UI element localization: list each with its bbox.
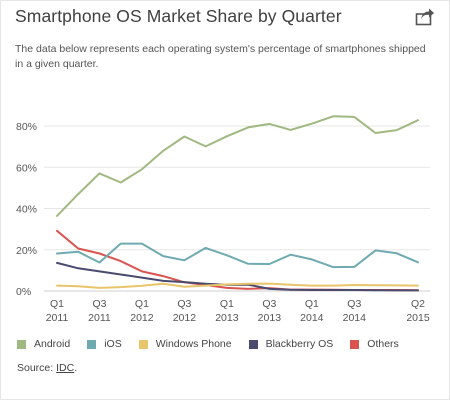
legend-item: Others bbox=[350, 338, 399, 350]
x-tick-label: Q2 bbox=[411, 298, 425, 310]
legend-label: Others bbox=[367, 338, 399, 350]
legend-item: Android bbox=[17, 338, 70, 350]
x-tick-label: Q1 bbox=[220, 298, 234, 310]
x-tick-label: Q3 bbox=[92, 298, 106, 310]
legend-item: Windows Phone bbox=[138, 338, 232, 350]
legend-swatch bbox=[138, 339, 148, 349]
source-link[interactable]: IDC bbox=[56, 362, 75, 374]
x-tick-label: 2013 bbox=[258, 312, 282, 324]
source-line: Source: IDC. bbox=[17, 362, 77, 374]
chart-description: The data below represents each operating… bbox=[15, 43, 426, 70]
legend-item: Blackberry OS bbox=[248, 338, 334, 350]
y-tick-label: 80% bbox=[16, 121, 37, 133]
legend-label: Android bbox=[34, 338, 71, 350]
chart-legend: Android iOS Windows Phone Blackberry OS Othe… bbox=[17, 338, 416, 350]
legend-label: iOS bbox=[104, 338, 122, 350]
share-icon[interactable] bbox=[415, 8, 435, 26]
series-line-ios bbox=[56, 242, 419, 269]
legend-label: Blackberry OS bbox=[265, 338, 334, 350]
series-line-windows-phone bbox=[56, 282, 419, 289]
legend-label: Windows Phone bbox=[155, 338, 232, 350]
x-tick-label: 2013 bbox=[215, 312, 239, 324]
series-line-blackberry-os bbox=[56, 261, 419, 292]
legend-swatch bbox=[87, 339, 97, 349]
y-tick-label: 60% bbox=[16, 162, 37, 174]
x-tick-label: Q3 bbox=[347, 298, 361, 310]
y-tick-label: 40% bbox=[16, 204, 37, 216]
y-tick-label: 20% bbox=[16, 245, 37, 257]
x-tick-label: Q1 bbox=[50, 298, 64, 310]
chart-title: Smartphone OS Market Share by Quarter bbox=[15, 6, 342, 26]
x-tick-label: Q3 bbox=[177, 298, 191, 310]
y-tick-label: 0% bbox=[16, 286, 31, 298]
series-line-android bbox=[56, 115, 419, 217]
x-tick-label: Q1 bbox=[305, 298, 319, 310]
x-tick-label: Q3 bbox=[262, 298, 276, 310]
x-tick-label: 2011 bbox=[88, 312, 111, 324]
legend-item: iOS bbox=[87, 338, 122, 350]
source-suffix: . bbox=[74, 362, 78, 374]
x-tick-label: 2014 bbox=[300, 312, 324, 324]
legend-swatch bbox=[248, 339, 258, 349]
x-tick-label: 2011 bbox=[46, 312, 69, 324]
x-tick-label: Q1 bbox=[135, 298, 149, 310]
x-tick-label: 2012 bbox=[173, 312, 197, 324]
x-tick-label: 2014 bbox=[343, 312, 367, 324]
x-tick-label: 2015 bbox=[406, 312, 430, 324]
source-prefix: Source: bbox=[17, 362, 54, 374]
legend-swatch bbox=[350, 339, 360, 349]
x-tick-label: 2012 bbox=[130, 312, 154, 324]
legend-swatch bbox=[17, 339, 26, 349]
